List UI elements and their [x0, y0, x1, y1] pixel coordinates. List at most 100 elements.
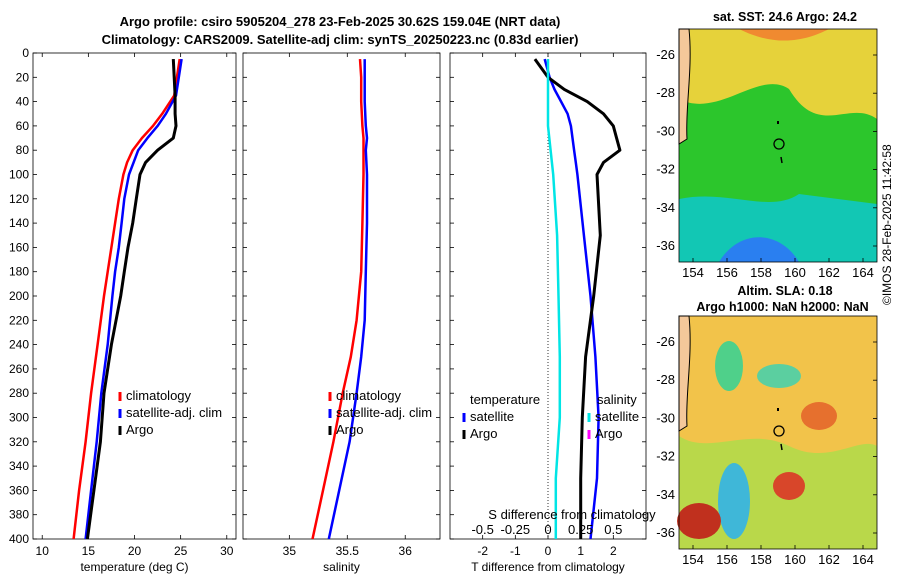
legend-label: Argo	[470, 426, 497, 441]
x-tick-label: 2	[610, 544, 617, 558]
series-line-salinity-satellite	[546, 59, 562, 539]
map-y-tick-label: -30	[656, 410, 675, 425]
y-tick-label: 160	[9, 240, 29, 254]
map-x-tick-label: 164	[852, 552, 874, 567]
sst-map	[678, 28, 878, 263]
series-line-argo	[85, 59, 178, 540]
y-tick-label: 80	[16, 143, 30, 157]
map-x-tick-label: 162	[818, 552, 840, 567]
y-tick-label: 300	[9, 411, 29, 425]
y-tick-label: 260	[9, 362, 29, 376]
low-sla-eddy	[757, 364, 801, 388]
salinity-tick-label: -0.25	[501, 522, 531, 537]
sst-map-title: sat. SST: 24.6 Argo: 24.2	[712, 10, 858, 24]
x-tick-label: 1	[577, 544, 584, 558]
y-tick-label: 140	[9, 216, 29, 230]
series-line-temperature-argo	[533, 58, 622, 539]
argo-float-marker	[773, 425, 785, 437]
sla-map-title-line2: Argo h1000: NaN h2000: NaN	[696, 300, 869, 314]
map-x-tick-label: 162	[818, 265, 840, 280]
y-tick-label: 60	[16, 119, 30, 133]
map-x-tick-label: 154	[682, 552, 704, 567]
map-x-tick-label: 158	[750, 552, 772, 567]
y-tick-label: 0	[22, 46, 29, 60]
land-coastline	[678, 28, 691, 145]
legend-title-temperature: temperature	[470, 392, 540, 407]
salinity-tick-label: 0.25	[568, 522, 593, 537]
y-tick-label: 340	[9, 459, 29, 473]
x-tick-label: 0	[545, 544, 552, 558]
salinity-tick-label: 0.5	[604, 522, 622, 537]
high-sla-eddy	[677, 503, 721, 539]
y-tick-label: 20	[16, 70, 30, 84]
map-y-tick-label: -32	[656, 162, 675, 177]
warm-water-region	[679, 29, 877, 119]
argo-track-mark	[780, 156, 783, 164]
legend-label: satellite-adj. clim	[126, 405, 222, 420]
map-y-tick-label: -36	[656, 525, 675, 540]
argo-track-mark	[780, 443, 783, 451]
map-y-tick-label: -36	[656, 238, 675, 253]
high-sla-eddy	[801, 402, 837, 430]
map-y-tick-label: -26	[656, 334, 675, 349]
high-sla-eddy	[773, 472, 805, 500]
y-tick-label: 320	[9, 435, 29, 449]
x-tick-label: 35	[283, 544, 297, 558]
x-tick-label: 10	[36, 544, 50, 558]
x-tick-label: 35.5	[336, 544, 360, 558]
map-y-tick-label: -34	[656, 200, 675, 215]
map-x-tick-label: 154	[682, 265, 704, 280]
sla-map-frame	[678, 315, 878, 550]
legend-label: climatology	[336, 388, 402, 403]
salinity-tick-label: 0	[544, 522, 551, 537]
y-tick-label: 220	[9, 313, 29, 327]
x-tick-label: 25	[174, 544, 188, 558]
x-tick-label: -1	[510, 544, 521, 558]
map-x-tick-label: 156	[716, 552, 738, 567]
y-tick-label: 120	[9, 192, 29, 206]
map-x-tick-label: 160	[784, 265, 806, 280]
y-tick-label: 180	[9, 265, 29, 279]
cool-water-region	[679, 194, 877, 262]
temperature-profile-xlabel: temperature (deg C)	[80, 560, 188, 574]
hot-water-region	[739, 29, 829, 41]
sst-map-frame	[678, 28, 878, 263]
legend-label: Argo	[126, 422, 153, 437]
legend-label: Argo	[595, 426, 622, 441]
legend-title-salinity: salinity	[597, 392, 637, 407]
chart-title-line1: Argo profile: csiro 5905204_278 23-Feb-2…	[119, 14, 561, 29]
map-x-tick-label: 160	[784, 552, 806, 567]
sla-map-title-line1: Altim. SLA: 0.18	[737, 284, 833, 298]
sla-map	[677, 315, 878, 550]
y-tick-label: 380	[9, 508, 29, 522]
y-tick-label: 200	[9, 289, 29, 303]
map-y-tick-label: -28	[656, 372, 675, 387]
y-tick-label: 360	[9, 483, 29, 497]
legend-label: climatology	[126, 388, 192, 403]
y-tick-label: 400	[9, 532, 29, 546]
y-tick-label: 40	[16, 95, 30, 109]
legend-label: satellite-adj. clim	[336, 405, 432, 420]
salinity-difference-xlabel: S difference from climatology	[488, 507, 656, 522]
map-y-tick-label: -32	[656, 449, 675, 464]
map-y-tick-label: -28	[656, 85, 675, 100]
y-tick-label: 280	[9, 386, 29, 400]
temperature-profile-axes-box	[32, 52, 237, 540]
series-line-satellite-adj-clim	[327, 59, 369, 540]
series-line-temperature-satellite	[543, 58, 600, 540]
difference-profile-xlabel: T difference from climatology	[471, 560, 625, 574]
series-line-climatology	[311, 59, 365, 540]
x-tick-label: 15	[82, 544, 96, 558]
chart-title-line2: Climatology: CARS2009. Satellite-adj cli…	[101, 32, 579, 47]
low-sla-eddy	[718, 463, 750, 539]
map-y-tick-label: -34	[656, 487, 675, 502]
x-tick-label: 30	[220, 544, 234, 558]
map-x-tick-label: 164	[852, 265, 874, 280]
salinity-profile-axes-box	[242, 52, 441, 540]
legend-label: Argo	[336, 422, 363, 437]
series-line-climatology	[72, 58, 181, 540]
map-x-tick-label: 156	[716, 265, 738, 280]
land-coastline	[678, 315, 691, 432]
x-tick-label: 36	[399, 544, 413, 558]
map-x-tick-label: 158	[750, 265, 772, 280]
